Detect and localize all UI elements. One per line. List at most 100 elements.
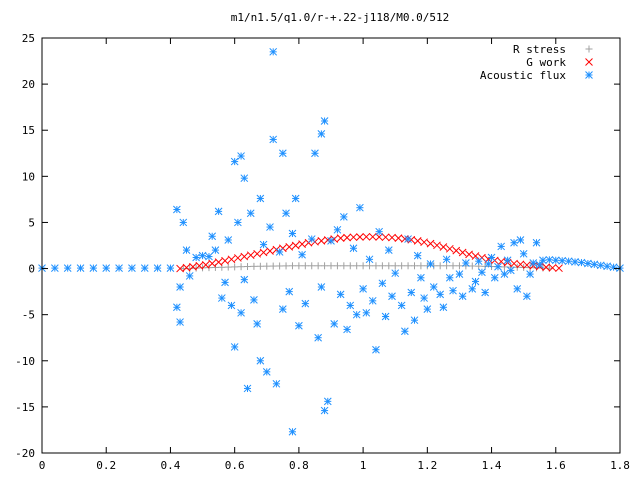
- data-point-stroke: [442, 255, 451, 264]
- data-point: [282, 262, 290, 270]
- plot-area: [38, 47, 624, 436]
- data-point: [529, 259, 538, 267]
- data-point-stroke: [336, 234, 345, 242]
- data-point-stroke: [320, 117, 329, 125]
- data-point: [391, 262, 399, 270]
- data-point: [343, 233, 351, 242]
- data-point: [346, 301, 355, 310]
- data-point: [388, 233, 396, 242]
- data-point: [182, 263, 191, 272]
- data-point-stroke: [282, 209, 290, 218]
- data-point-stroke: [503, 256, 512, 265]
- data-point: [378, 262, 386, 270]
- data-point: [609, 263, 618, 272]
- data-point: [532, 238, 541, 247]
- data-point: [349, 233, 358, 242]
- x-tick-label: 0: [39, 459, 46, 472]
- data-point: [420, 294, 428, 302]
- data-point: [259, 240, 268, 249]
- data-point: [510, 259, 518, 268]
- data-point-stroke: [500, 270, 509, 278]
- data-point: [366, 262, 374, 270]
- data-point-stroke: [410, 316, 419, 325]
- chart-title: m1/n1.5/q1.0/r-+.22-j118/M0.0/512: [231, 11, 450, 24]
- data-point: [256, 194, 265, 203]
- data-point-stroke: [343, 233, 351, 242]
- data-point: [455, 262, 463, 270]
- data-point-stroke: [221, 256, 229, 265]
- data-point-stroke: [510, 238, 518, 247]
- data-point-stroke: [115, 264, 123, 272]
- data-point-stroke: [455, 270, 464, 278]
- data-point: [291, 241, 300, 250]
- data-point: [346, 262, 354, 270]
- data-point-stroke: [391, 269, 400, 278]
- data-point: [343, 325, 351, 334]
- data-point-stroke: [384, 246, 393, 254]
- data-point: [558, 256, 567, 265]
- data-point: [198, 251, 207, 260]
- data-point-stroke: [420, 294, 428, 302]
- data-point: [231, 263, 239, 271]
- data-point: [468, 284, 477, 293]
- x-tick-label: 0.2: [96, 459, 116, 472]
- data-point-stroke: [458, 292, 467, 301]
- data-point: [384, 246, 393, 254]
- data-point-stroke: [462, 259, 470, 267]
- data-point-stroke: [214, 207, 223, 216]
- data-point-stroke: [317, 237, 326, 245]
- data-point: [429, 283, 438, 291]
- data-point-stroke: [102, 264, 111, 272]
- data-point: [426, 239, 435, 248]
- data-point-stroke: [516, 236, 525, 244]
- data-point-stroke: [211, 246, 220, 254]
- data-point: [471, 252, 480, 260]
- data-point-stroke: [285, 243, 294, 251]
- legend-label: R stress: [513, 43, 566, 56]
- data-point-stroke: [523, 292, 531, 301]
- data-point-stroke: [275, 248, 284, 256]
- data-point: [417, 273, 425, 282]
- data-point-stroke: [468, 284, 477, 293]
- data-point-stroke: [272, 245, 281, 254]
- data-point: [413, 237, 422, 245]
- data-point-stroke: [394, 234, 403, 242]
- legend-label: G work: [526, 56, 566, 69]
- data-point: [478, 268, 486, 277]
- y-tick-label: 0: [28, 263, 35, 276]
- data-point: [353, 262, 361, 270]
- data-point: [176, 264, 184, 273]
- data-point-stroke: [404, 235, 412, 243]
- data-point: [340, 262, 348, 270]
- data-point: [513, 284, 522, 293]
- data-point: [244, 263, 252, 271]
- data-point: [516, 260, 525, 269]
- data-point-stroke: [63, 264, 72, 272]
- data-point: [436, 290, 445, 299]
- data-point-stroke: [429, 283, 438, 291]
- data-point-stroke: [272, 379, 281, 388]
- data-point-stroke: [343, 325, 351, 334]
- data-point-stroke: [526, 270, 534, 278]
- data-point-stroke: [516, 260, 525, 269]
- data-point: [398, 262, 406, 270]
- data-point-stroke: [529, 259, 538, 267]
- data-point: [317, 283, 326, 291]
- data-point: [240, 275, 249, 284]
- data-point: [89, 264, 98, 272]
- data-point-stroke: [262, 367, 271, 376]
- data-point: [166, 264, 175, 272]
- data-point: [497, 257, 506, 266]
- x-tick-label: 1.2: [417, 459, 437, 472]
- data-point-stroke: [291, 241, 300, 250]
- data-point-stroke: [278, 149, 287, 158]
- data-point: [295, 262, 303, 270]
- data-point: [266, 223, 274, 231]
- data-point: [153, 264, 162, 272]
- data-point: [497, 242, 506, 251]
- data-point: [330, 320, 339, 328]
- x-tick-label: 0.8: [289, 459, 309, 472]
- data-point: [275, 248, 284, 256]
- data-point: [490, 273, 499, 282]
- y-tick-label: 5: [28, 216, 35, 229]
